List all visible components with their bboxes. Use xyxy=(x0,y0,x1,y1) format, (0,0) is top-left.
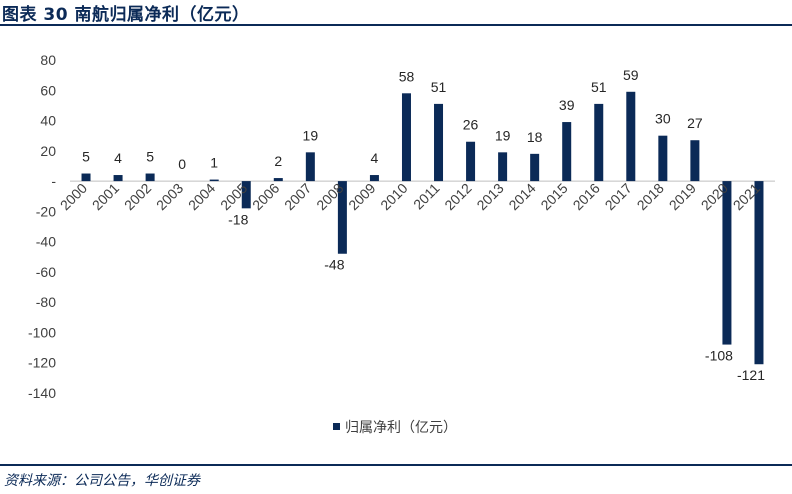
bars xyxy=(81,91,764,365)
y-tick-label: -60 xyxy=(36,264,56,280)
x-tick-label: 2015 xyxy=(537,180,570,213)
bar xyxy=(594,103,604,182)
x-tick-label: 2006 xyxy=(249,180,282,213)
data-label: -48 xyxy=(324,257,344,273)
data-label: 26 xyxy=(463,117,479,133)
data-label: 4 xyxy=(114,150,122,166)
legend-swatch xyxy=(333,423,340,430)
data-label: 30 xyxy=(655,111,671,127)
x-tick-label: 2007 xyxy=(281,180,314,213)
bar xyxy=(209,179,219,182)
x-tick-label: 2016 xyxy=(570,180,603,213)
y-tick-label: -140 xyxy=(28,385,56,401)
bar xyxy=(113,175,123,182)
y-tick-label: 40 xyxy=(40,113,56,129)
x-axis-tick-labels: 2000200120022003200420052006200720082009… xyxy=(57,180,763,213)
bar xyxy=(369,175,379,182)
x-tick-label: 2012 xyxy=(441,180,474,213)
source-divider xyxy=(0,464,792,466)
y-tick-label: -120 xyxy=(28,355,56,371)
data-label: 58 xyxy=(399,68,415,84)
data-labels: 5 4 5 0 1 -18 2 19 -48 4 58 51 26 19 18 39 51 59 30 27 -108-… xyxy=(82,67,765,383)
bar xyxy=(305,152,315,182)
figure-title: 图表 30 南航归属净利（亿元） xyxy=(2,5,250,25)
y-tick-label: 60 xyxy=(40,82,56,98)
bar xyxy=(498,152,508,182)
y-tick-label: -100 xyxy=(28,324,56,340)
data-label: -18 xyxy=(228,211,248,227)
x-tick-label: 2010 xyxy=(377,180,410,213)
bar xyxy=(337,181,347,254)
y-tick-label: -80 xyxy=(36,294,56,310)
data-label: 0 xyxy=(178,156,186,172)
data-label: 59 xyxy=(623,67,639,83)
data-label: 51 xyxy=(431,79,447,95)
bar xyxy=(690,140,700,182)
y-axis-tick-labels: 80 60 40 20 - -20 -40 -60 -80 -100 -120 -140 xyxy=(28,52,56,401)
bar xyxy=(658,135,668,182)
x-tick-label: 2000 xyxy=(57,180,90,213)
x-tick-label: 2019 xyxy=(666,180,699,213)
bar xyxy=(81,173,91,182)
bar xyxy=(145,173,155,182)
bar xyxy=(754,181,764,365)
y-tick-label: -40 xyxy=(36,234,56,250)
bar xyxy=(241,181,251,209)
data-label: 27 xyxy=(687,115,703,131)
data-label: 5 xyxy=(146,149,154,165)
x-tick-label: 2013 xyxy=(473,180,506,213)
x-tick-label: 2014 xyxy=(505,180,538,213)
data-label: 39 xyxy=(559,97,575,113)
x-tick-label: 2011 xyxy=(410,180,443,213)
bar xyxy=(273,178,283,182)
data-label: -108 xyxy=(705,348,733,364)
y-tick-label: 20 xyxy=(40,143,56,159)
x-tick-label: 2004 xyxy=(185,180,218,213)
data-label: 19 xyxy=(495,127,511,143)
data-label: 18 xyxy=(527,129,543,145)
y-tick-label: -20 xyxy=(36,203,56,219)
legend: 归属净利（亿元） xyxy=(333,419,457,436)
x-tick-label: 2002 xyxy=(121,180,154,213)
data-label: 2 xyxy=(274,153,282,169)
x-tick-label: 2001 xyxy=(89,180,122,213)
y-tick-label: 80 xyxy=(40,52,56,68)
x-tick-label: 2003 xyxy=(153,180,186,213)
bar xyxy=(722,181,732,345)
bar xyxy=(562,122,572,182)
source-note: 资料来源：公司公告，华创证券 xyxy=(4,473,200,489)
data-label: 5 xyxy=(82,149,90,165)
y-tick-label: - xyxy=(51,173,56,189)
data-label: 4 xyxy=(371,150,379,166)
bar xyxy=(401,93,411,182)
title-divider xyxy=(0,24,792,26)
data-label: 51 xyxy=(591,79,607,95)
x-tick-label: 2018 xyxy=(634,180,667,213)
data-label: 19 xyxy=(303,127,319,143)
legend-label: 归属净利（亿元） xyxy=(345,419,457,436)
x-tick-label: 2017 xyxy=(602,180,635,213)
bar xyxy=(466,141,476,182)
bar xyxy=(626,91,636,182)
data-label: 1 xyxy=(210,155,218,171)
bar xyxy=(434,103,444,182)
bar xyxy=(530,153,540,182)
x-tick-label: 2009 xyxy=(345,180,378,213)
data-label: -121 xyxy=(737,367,765,383)
